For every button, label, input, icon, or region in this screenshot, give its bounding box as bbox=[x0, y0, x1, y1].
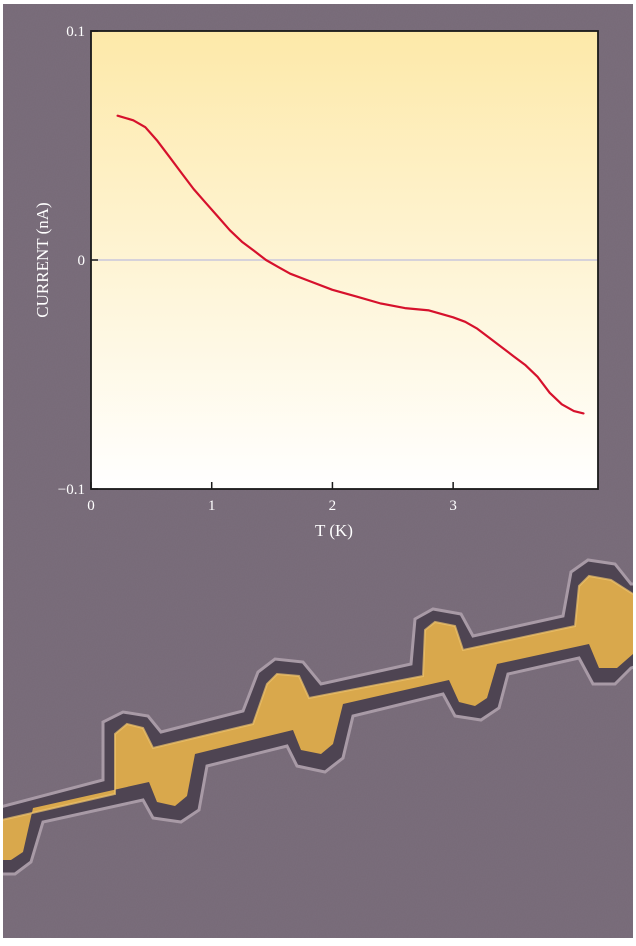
y-tick-label: 0.1 bbox=[66, 24, 85, 40]
x-tick-label: 3 bbox=[449, 498, 457, 514]
metal-wire-highlight bbox=[3, 574, 633, 821]
x-axis-label: T (K) bbox=[315, 521, 353, 540]
y-axis: −0.1 0 0.1 bbox=[58, 24, 98, 498]
x-tick-label: 2 bbox=[329, 498, 337, 514]
x-tick-label: 0 bbox=[87, 498, 95, 514]
y-axis-label: CURRENT (nA) bbox=[33, 202, 52, 317]
x-axis: 0 1 2 3 bbox=[87, 482, 457, 514]
series-line bbox=[116, 114, 585, 415]
y-tick-label: −0.1 bbox=[58, 482, 85, 498]
metal-wire bbox=[3, 576, 633, 860]
x-tick-label: 1 bbox=[208, 498, 216, 514]
y-tick-label: 0 bbox=[78, 253, 86, 269]
